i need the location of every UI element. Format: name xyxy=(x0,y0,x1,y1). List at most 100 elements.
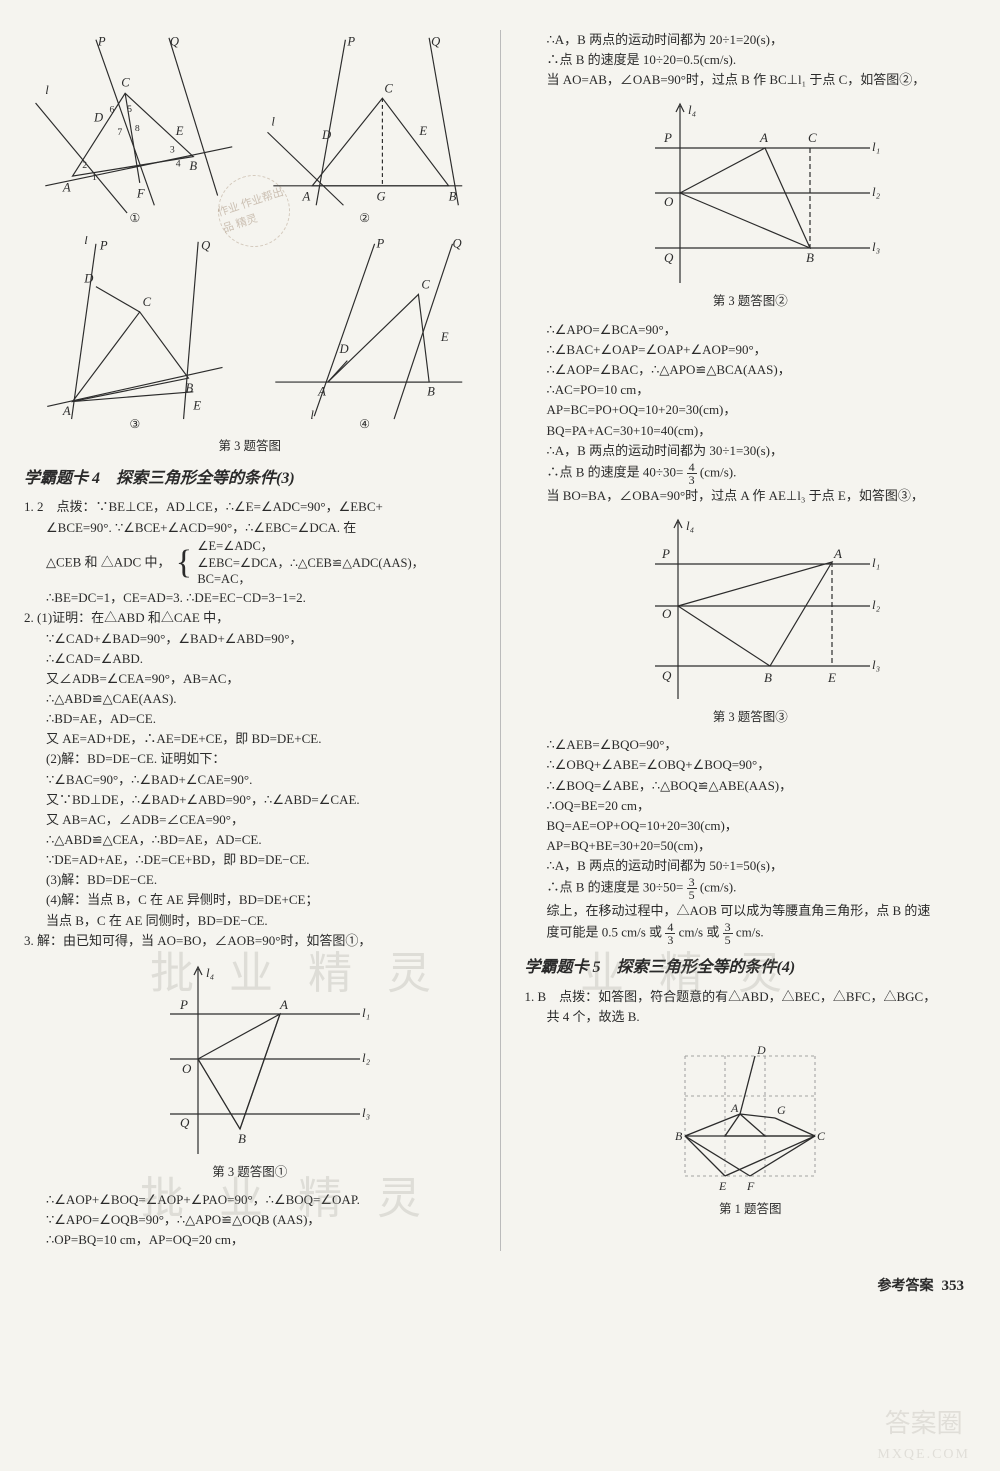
figure-q3-3: l₄ P A O Q B E l₁ l₂ l₃ 第 3 题答图③ xyxy=(525,514,977,727)
svg-text:Q: Q xyxy=(170,35,179,49)
svg-text:D: D xyxy=(321,128,331,142)
text-line: 当 AO=AB，∠OAB=90°时，过点 B 作 BC⊥l₁ 于点 C，如答图②… xyxy=(525,70,977,90)
text-line: (2)解：BD=DE−CE. 证明如下： xyxy=(24,749,476,769)
text-line: ∴A，B 两点的运动时间都为 50÷1=50(s)， xyxy=(525,856,977,876)
text-line: 3. 解：由已知可得，当 AO=BO，∠AOB=90°时，如答图①， xyxy=(24,931,476,951)
text-line: ∵∠BAC=90°，∴∠BAD+∠CAE=90°. xyxy=(24,770,476,790)
text-line: AP=BC=PO+OQ=10+20=30(cm)， xyxy=(525,400,977,420)
text-line: ∵∠APO=∠OQB=90°，∴△APO≌△OQB (AAS)， xyxy=(24,1210,476,1230)
svg-text:1: 1 xyxy=(92,172,97,183)
svg-text:E: E xyxy=(827,670,836,685)
svg-text:E: E xyxy=(175,124,184,138)
svg-text:Q: Q xyxy=(201,238,210,252)
text-line: 1. B 点拨：如答图，符合题意的有△ABD，△BEC，△BFC，△BGC， xyxy=(525,987,977,1007)
svg-text:l₄: l₄ xyxy=(206,965,215,980)
svg-text:l₄: l₄ xyxy=(686,518,695,533)
svg-text:P: P xyxy=(375,236,384,250)
svg-text:l: l xyxy=(84,236,88,247)
page-footer: 参考答案 353 xyxy=(0,1271,1000,1328)
svg-text:A: A xyxy=(279,997,288,1012)
svg-text:l₁: l₁ xyxy=(362,1005,370,1020)
footer-label: 参考答案 xyxy=(878,1276,934,1298)
text-line-brace: △CEB 和 △ADC 中， { ∠E=∠ADC， ∠EBC=∠DCA，∴△CE… xyxy=(24,538,476,589)
svg-text:C: C xyxy=(808,130,817,145)
column-divider xyxy=(500,30,501,1251)
svg-text:l₁: l₁ xyxy=(872,139,880,154)
text-line: 当点 B，C 在 AE 同侧时，BD=DE−CE. xyxy=(24,911,476,931)
svg-text:B: B xyxy=(675,1129,683,1143)
svg-text:B: B xyxy=(427,384,435,398)
svg-text:l₄: l₄ xyxy=(688,102,697,117)
top-diagram-grid: l P Q A B C D E F 6 5 8 7 xyxy=(24,30,476,433)
svg-text:B: B xyxy=(186,380,194,394)
svg-text:A: A xyxy=(759,130,768,145)
text-line: 综上，在移动过程中，△AOB 可以成为等腰直角三角形，点 B 的速 xyxy=(525,901,977,921)
text-line: ∴∠OBQ+∠ABE=∠OBQ+∠BOQ=90°， xyxy=(525,755,977,775)
svg-text:G: G xyxy=(777,1103,786,1117)
svg-text:Q: Q xyxy=(180,1115,190,1130)
text-line: ∴BD=AE，AD=CE. xyxy=(24,709,476,729)
text-line: ∴∠BOQ=∠ABE，∴△BOQ≌△ABE(AAS)， xyxy=(525,776,977,796)
text-line: BQ=AE=OP+OQ=10+20=30(cm)， xyxy=(525,816,977,836)
text-line: ∴AC=PO=10 cm， xyxy=(525,380,977,400)
text-line: ∴∠AOP+∠BOQ=∠AOP+∠PAO=90°，∴∠BOQ=∠OAP. xyxy=(24,1190,476,1210)
svg-text:E: E xyxy=(192,398,201,412)
text-line: ∴∠APO=∠BCA=90°， xyxy=(525,320,977,340)
text-line: ∴点 B 的速度是 40÷30= 43 (cm/s). xyxy=(525,461,977,486)
svg-text:D: D xyxy=(93,111,103,125)
svg-text:D: D xyxy=(338,341,348,355)
svg-text:O: O xyxy=(182,1061,192,1076)
svg-text:P: P xyxy=(97,35,106,49)
svg-text:Q: Q xyxy=(452,236,461,250)
svg-text:C: C xyxy=(143,295,152,309)
text-line: 又∠ADB=∠CEA=90°，AB=AC， xyxy=(24,669,476,689)
page-container: 作业 作业帮出品 精灵 xyxy=(0,0,1000,1271)
svg-text:6: 6 xyxy=(110,105,115,116)
text-line: 共 4 个，故选 B. xyxy=(525,1007,977,1027)
text-line: 度可能是 0.5 cm/s 或 43 cm/s 或 35 cm/s. xyxy=(525,921,977,946)
diagram-4: P Q A B C D E l ④ xyxy=(254,236,476,434)
text-line: ∴OP=BQ=10 cm，AP=OQ=20 cm， xyxy=(24,1230,476,1250)
svg-text:B: B xyxy=(806,250,814,265)
svg-text:C: C xyxy=(817,1129,826,1143)
svg-text:l: l xyxy=(45,83,49,97)
text-line: 又 AE=AD+DE，∴AE=DE+CE，即 BD=DE+CE. xyxy=(24,729,476,749)
svg-text:l₂: l₂ xyxy=(872,184,880,199)
svg-text:l: l xyxy=(310,408,314,421)
svg-text:l: l xyxy=(271,114,275,128)
svg-text:Q: Q xyxy=(431,35,440,49)
caption-q3-1: 第 3 题答图① xyxy=(24,1163,476,1182)
figure-q1: D A B C E F G 第 1 题答图 xyxy=(525,1036,977,1219)
text-line: 2. (1)证明：在△ABD 和△CAE 中， xyxy=(24,608,476,628)
figure-q3-2: l₄ P A C O Q B l₁ l₂ l₃ 第 3 题答图② xyxy=(525,98,977,311)
svg-text:B: B xyxy=(764,670,772,685)
svg-text:C: C xyxy=(421,277,430,291)
svg-text:l₃: l₃ xyxy=(362,1105,370,1120)
svg-text:A: A xyxy=(62,404,71,418)
svg-text:E: E xyxy=(418,124,427,138)
right-column: ∴A，B 两点的运动时间都为 20÷1=20(s)， ∴点 B 的速度是 10÷… xyxy=(525,30,977,1251)
svg-text:Q: Q xyxy=(664,250,674,265)
svg-text:l₃: l₃ xyxy=(872,239,880,254)
svg-text:D: D xyxy=(756,1043,766,1057)
caption-q3-3: 第 3 题答图③ xyxy=(525,708,977,727)
section-title-4: 学霸题卡 4 探索三角形全等的条件(3) xyxy=(24,467,476,492)
diagram-1: l P Q A B C D E F 6 5 8 7 xyxy=(24,30,246,228)
svg-text:E: E xyxy=(718,1179,727,1193)
text-line: AP=BQ+BE=30+20=50(cm)， xyxy=(525,836,977,856)
text-line: (3)解：BD=DE−CE. xyxy=(24,870,476,890)
svg-text:O: O xyxy=(664,194,674,209)
text-line: ∴△ABD≌△CAE(AAS). xyxy=(24,689,476,709)
text-line: 当 BO=BA，∠OBA=90°时，过点 A 作 AE⊥l₃ 于点 E，如答图③… xyxy=(525,486,977,506)
svg-text:P: P xyxy=(661,546,670,561)
caption-q1: 第 1 题答图 xyxy=(525,1200,977,1219)
text-line: (4)解：当点 B，C 在 AE 异侧时，BD=DE+CE； xyxy=(24,890,476,910)
bottom-stamp: 答案圈MXQE.COM xyxy=(877,1411,970,1463)
text-line: 又 AB=AC，∠ADB=∠CEA=90°， xyxy=(24,810,476,830)
svg-text:3: 3 xyxy=(170,145,175,156)
text-line: 1. 2 点拨：∵BE⊥CE，AD⊥CE，∴∠E=∠ADC=90°，∠EBC+ xyxy=(24,497,476,517)
text-line: BQ=PA+AC=30+10=40(cm)， xyxy=(525,421,977,441)
svg-text:8: 8 xyxy=(135,123,140,134)
svg-text:B: B xyxy=(448,189,456,203)
svg-text:C: C xyxy=(121,75,130,89)
